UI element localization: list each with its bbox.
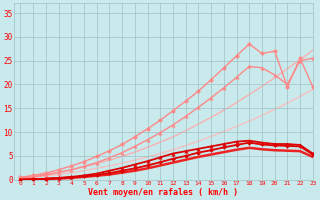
X-axis label: Vent moyen/en rafales ( km/h ): Vent moyen/en rafales ( km/h ) [88,188,238,197]
